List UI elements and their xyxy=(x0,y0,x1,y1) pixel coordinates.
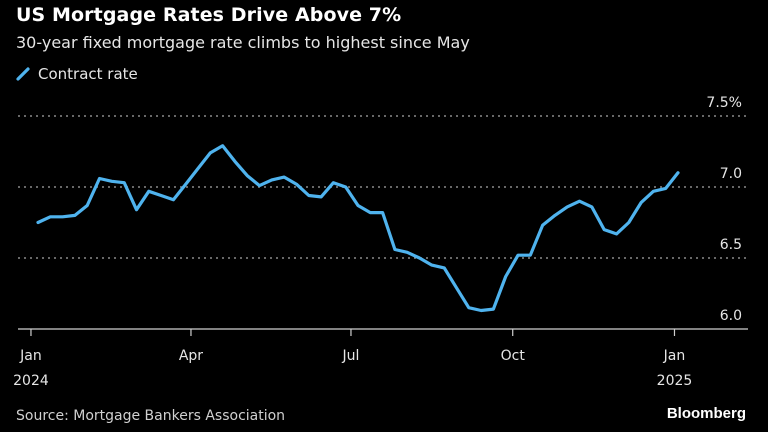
chart-subtitle: 30-year fixed mortgage rate climbs to hi… xyxy=(16,33,470,52)
x-tick-label: Jan xyxy=(663,348,686,364)
y-tick-label: 7.0 xyxy=(720,166,742,182)
x-tick-year-label: 2024 xyxy=(13,373,49,389)
y-tick-label: 7.5% xyxy=(706,95,742,111)
y-tick-label: 6.0 xyxy=(720,308,742,324)
x-tick-year-label: 2025 xyxy=(657,373,693,389)
chart-title: US Mortgage Rates Drive Above 7% xyxy=(16,4,402,26)
source-note: Source: Mortgage Bankers Association xyxy=(16,408,286,424)
bloomberg-logo: Bloomberg xyxy=(666,405,746,422)
x-tick-label: Apr xyxy=(179,348,203,364)
legend-label: Contract rate xyxy=(38,65,138,83)
y-tick-label: 6.5 xyxy=(720,237,742,253)
series-line-contract-rate xyxy=(36,144,680,313)
legend-swatch-icon xyxy=(16,67,30,81)
legend: Contract rate xyxy=(16,65,138,83)
x-tick-label: Jul xyxy=(342,348,360,364)
x-tick-label: Jan xyxy=(19,348,42,364)
x-tick-label: Oct xyxy=(501,348,526,364)
